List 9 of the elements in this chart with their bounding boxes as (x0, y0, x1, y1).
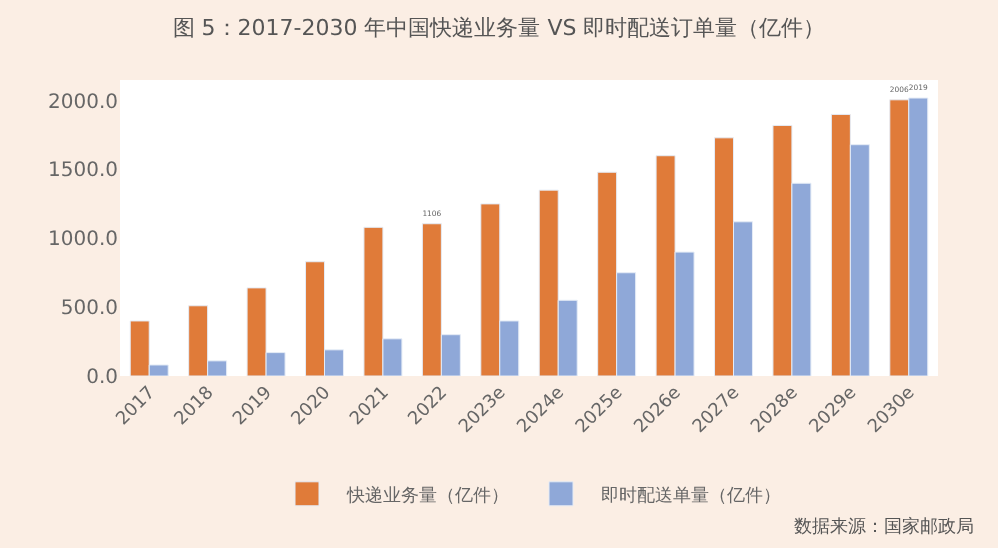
chart-title: 图 5：2017-2030 年中国快递业务量 VS 即时配送订单量（亿件） (172, 14, 826, 41)
y-tick-label: 1000.0 (48, 229, 118, 252)
y-tick-label: 2000.0 (48, 91, 118, 114)
y-tick-label: 1500.0 (48, 160, 118, 183)
source-note: 数据来源：国家邮政局 (794, 516, 974, 538)
legend-label: 即时配送单量（亿件） (601, 484, 781, 507)
y-tick-label: 0.0 (86, 367, 118, 389)
y-tick-label: 500.0 (60, 298, 118, 321)
legend-label: 快递业务量（亿件） (345, 484, 509, 507)
